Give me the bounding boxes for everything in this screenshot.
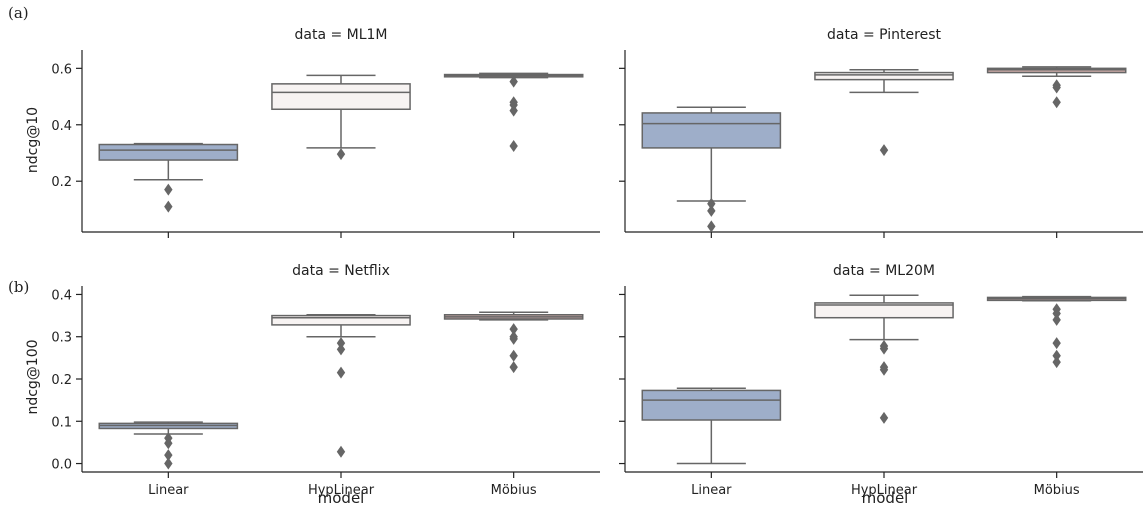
box-linear [641,112,782,149]
outlier-point [336,445,346,458]
y-tick-label: 0.6 [51,62,72,77]
outlier-point [509,75,518,88]
outlier-point [164,200,173,213]
outlier-point [707,220,716,233]
outlier-point [1052,313,1061,326]
outlier-point [509,361,518,374]
outlier-point [164,449,173,462]
outlier-point [879,342,889,355]
y-axis-label-bottom: ndcg@100 [25,339,41,414]
box-linear [98,143,239,161]
outlier-point [336,148,346,161]
panel-tag-a: (a) [8,4,29,22]
y-tick-label: 0.4 [51,288,72,303]
x-axis-label-right: model [862,489,909,507]
box-hyplinear [814,302,954,319]
outlier-point [509,139,518,152]
box-hyplinear [814,71,954,81]
x-tick-label: Linear [691,483,732,498]
box-hyplinear [271,83,411,111]
box-hyplinear [271,314,411,326]
x-tick-label: Möbius [491,483,537,498]
x-tick-label: Linear [148,483,189,498]
outlier-point [1052,356,1061,369]
panel-1: data = Pinterest [619,27,1143,238]
panel-title: data = ML1M [294,27,387,43]
outlier-point [509,349,518,362]
panel-0: data = ML1M 0.2 0.4 0.6 [51,27,600,238]
outlier-point [164,437,173,450]
panel-title: data = Netflix [292,263,390,279]
outlier-point [1052,81,1061,94]
outlier-point [509,323,518,336]
y-tick-label: 0.2 [51,373,72,388]
outlier-point [707,204,716,217]
outlier-point [879,363,889,376]
outlier-point [1052,349,1061,362]
y-tick-label: 0.2 [51,175,72,190]
y-tick-label: 0.1 [51,415,72,430]
x-axis-label-left: model [318,489,365,507]
outlier-point [879,144,889,157]
panel-2: data = Netflix 0.0 0.1 0.2 0.3 0.4 Linear HypLi… [51,263,600,498]
y-tick-label: 0.3 [51,331,72,346]
box-linear [641,389,782,421]
panel-3: data = ML20M Linear HypLinear Möbius [619,263,1143,498]
y-tick-label: 0.4 [51,119,72,134]
panel-title: data = Pinterest [827,27,942,43]
outlier-point [1052,307,1061,320]
outlier-point [336,337,346,350]
outlier-point [164,183,173,196]
outlier-point [164,457,173,470]
outlier-point [336,343,346,356]
outlier-point [1052,96,1061,109]
x-tick-label: HypLinear [308,483,375,498]
panel-title: data = ML20M [833,263,935,279]
y-tick-label: 0.0 [51,458,72,473]
outlier-point [1052,337,1061,350]
outlier-point [509,104,518,117]
outlier-point [879,411,889,424]
x-tick-label: HypLinear [851,483,918,498]
panel-tag-b: (b) [8,278,30,296]
outlier-point [707,197,716,210]
outlier-point [336,366,346,379]
y-axis-label-top: ndcg@10 [25,107,41,173]
outlier-point [509,332,518,345]
x-tick-label: Möbius [1034,483,1080,498]
